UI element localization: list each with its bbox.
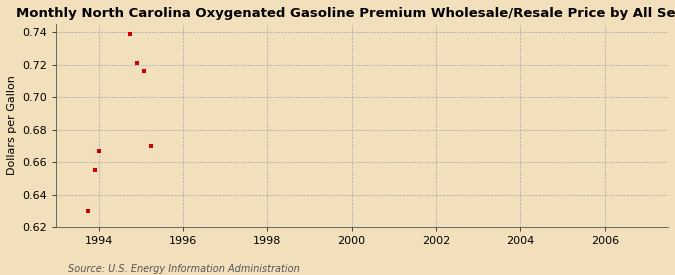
Point bbox=[93, 148, 104, 153]
Y-axis label: Dollars per Gallon: Dollars per Gallon bbox=[7, 76, 17, 175]
Point bbox=[139, 69, 150, 73]
Point bbox=[146, 144, 157, 148]
Point bbox=[82, 208, 93, 213]
Title: Monthly North Carolina Oxygenated Gasoline Premium Wholesale/Resale Price by All: Monthly North Carolina Oxygenated Gasoli… bbox=[16, 7, 675, 20]
Point bbox=[90, 168, 101, 172]
Point bbox=[125, 31, 136, 36]
Point bbox=[132, 61, 143, 65]
Text: Source: U.S. Energy Information Administration: Source: U.S. Energy Information Administ… bbox=[68, 264, 299, 274]
